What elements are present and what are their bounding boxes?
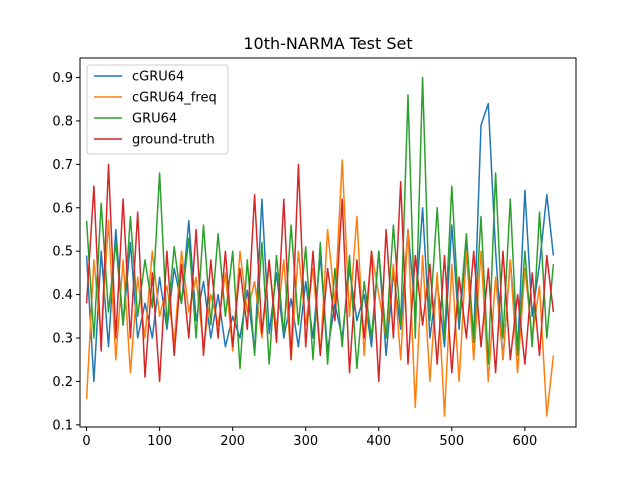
y-tick-label: 0.2 [52, 375, 73, 390]
x-tick-label: 300 [293, 434, 318, 449]
y-tick-label: 0.4 [52, 288, 73, 303]
series-layer [85, 76, 555, 417]
legend-label-cgru64: cGRU64 [132, 70, 184, 85]
y-tick-label: 0.5 [52, 245, 73, 260]
series-line-ground-truth [85, 163, 555, 383]
series-line-cgru64 [85, 102, 555, 383]
legend-label-ground-truth: ground-truth [132, 133, 215, 148]
x-tick-label: 600 [512, 434, 537, 449]
legend-label-gru64: GRU64 [132, 112, 177, 127]
chart-title: 10th-NARMA Test Set [243, 34, 412, 53]
y-axis: 0.1 0.2 0.3 0.4 0.5 0.6 0.7 0.8 0.9 [52, 71, 80, 433]
y-tick-label: 0.8 [52, 114, 73, 129]
legend-box [86, 64, 229, 155]
y-tick-label: 0.7 [52, 158, 73, 173]
series-line-gru64 [85, 76, 555, 370]
plot-area-frame [79, 57, 577, 428]
y-tick-label: 0.9 [52, 71, 73, 86]
x-tick-label: 500 [439, 434, 464, 449]
x-tick-label: 400 [366, 434, 391, 449]
x-tick-label: 0 [82, 434, 90, 449]
x-tick-label: 200 [220, 434, 245, 449]
x-tick-label: 100 [147, 434, 172, 449]
y-tick-label: 0.1 [52, 418, 73, 433]
y-tick-label: 0.6 [52, 201, 73, 216]
y-tick-label: 0.3 [52, 332, 73, 347]
legend: cGRU64 cGRU64_freq GRU64 ground-truth [86, 64, 229, 155]
x-axis: 0 100 200 300 400 500 600 [82, 427, 537, 449]
legend-label-cgru64-freq: cGRU64_freq [132, 91, 217, 106]
